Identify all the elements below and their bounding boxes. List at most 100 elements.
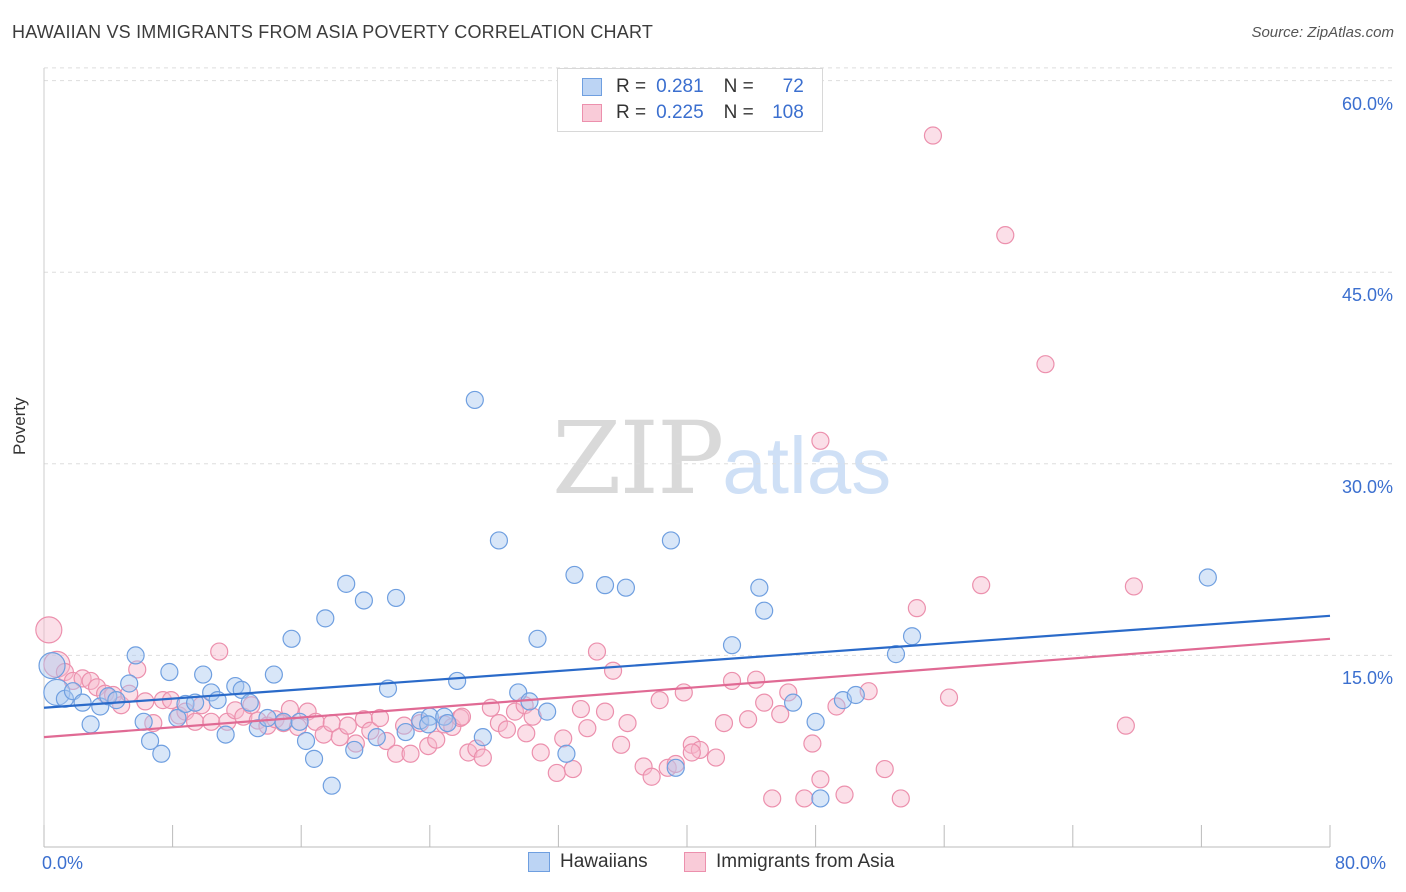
immigrants-point-102 <box>1036 355 1055 374</box>
immigrants-point-65 <box>571 699 591 719</box>
hawaiians-point-11 <box>134 712 153 731</box>
immigrants-point-62 <box>547 763 566 783</box>
immigrants-point-82 <box>722 671 742 691</box>
immigrants-point-41 <box>370 708 390 728</box>
immigrants-point-60 <box>523 707 542 726</box>
hawaiians-point-60 <box>750 578 769 597</box>
hawaiians-point-59 <box>722 636 742 655</box>
hawaiians-point-68 <box>902 627 922 646</box>
hawaiians-point-41 <box>396 722 415 742</box>
hawaiians-point-54 <box>565 565 584 585</box>
immigrants-point-20 <box>202 712 221 731</box>
hawaiians-point-14 <box>160 662 179 682</box>
hawaiians-point-46 <box>465 390 484 410</box>
y-tick-label-2: 45.0% <box>1341 285 1393 306</box>
legend-item-immigrants-from-asia[interactable]: Immigrants from Asia <box>684 851 894 873</box>
immigrants-point-85 <box>755 693 774 712</box>
hawaiians-point-37 <box>354 591 373 610</box>
hawaiians-point-21 <box>216 725 235 744</box>
gridlines <box>44 67 1392 656</box>
source-credit: Source: ZipAtlas.com <box>1251 24 1394 41</box>
stats-row-immigrants-from-asia: R = 0.225 N = 108 <box>582 101 804 125</box>
hawaiians-point-55 <box>595 576 615 595</box>
immigrants-point-71 <box>618 713 637 733</box>
r-label: R = <box>616 102 647 123</box>
legend-item-hawaiians[interactable]: Hawaiians <box>528 851 648 873</box>
immigrants-point-77 <box>674 683 693 702</box>
immigrants-point-45 <box>401 744 420 763</box>
immigrants-point-90 <box>803 734 822 753</box>
immigrants-point-98 <box>923 126 943 145</box>
n-label: N = <box>723 102 754 123</box>
immigrants-point-88 <box>779 683 798 702</box>
immigrants-point-13 <box>144 713 163 733</box>
hawaiians-point-47 <box>473 728 492 747</box>
immigrants-point-58 <box>505 702 525 721</box>
immigrants-point-67 <box>587 642 607 661</box>
immigrants-point-93 <box>835 785 854 804</box>
trend-lines <box>43 614 1331 739</box>
hawaiians-point-9 <box>120 674 139 693</box>
immigrants-point-106 <box>682 743 701 762</box>
hawaiians-point-4 <box>73 693 92 712</box>
immigrants-point-48 <box>427 730 446 749</box>
immigrants-point-101 <box>996 226 1015 245</box>
hawaiians-point-17 <box>186 693 205 712</box>
watermark: ZIPatlas <box>552 400 891 517</box>
watermark-atlas: atlas <box>722 421 892 510</box>
hawaiians-point-5 <box>81 715 100 734</box>
immigrants-point-89 <box>795 789 814 808</box>
immigrants-point-100 <box>972 576 991 595</box>
immigrants-point-37 <box>338 716 357 735</box>
hawaiians-point-70 <box>438 713 457 733</box>
hawaiians-point-58 <box>666 758 685 777</box>
immigrants-point-92 <box>811 431 830 450</box>
immigrants-point-39 <box>354 710 373 729</box>
immigrants-swatch <box>582 104 602 122</box>
hawaiians-point-56 <box>616 578 636 597</box>
hawaiians-point-29 <box>282 629 301 648</box>
hawaiians-point-63 <box>806 712 825 731</box>
hawaiians-point-64 <box>811 789 830 808</box>
immigrants-point-107 <box>517 724 536 743</box>
hawaiians-point-34 <box>322 776 341 795</box>
hawaiians-point-38 <box>367 728 386 747</box>
r-label: R = <box>616 76 647 97</box>
immigrants-point-66 <box>578 719 597 738</box>
immigrants-point-96 <box>891 789 910 808</box>
x-tick-label-max: 80.0% <box>1335 853 1387 873</box>
y-tick-label-0: 15.0% <box>1341 668 1393 689</box>
immigrants-point-86 <box>763 789 782 808</box>
immigrants-point-84 <box>747 670 766 689</box>
hawaiians-point-36 <box>345 740 364 760</box>
y-tick-label-3: 60.0% <box>1341 93 1393 114</box>
hawaiians-point-40 <box>386 588 406 608</box>
hawaiians-point-30 <box>290 712 309 731</box>
hawaiians-swatch <box>582 78 602 96</box>
immigrants-point-83 <box>738 710 758 729</box>
hawaiians-point-13 <box>152 744 171 763</box>
immigrants-point-103 <box>1116 716 1135 735</box>
hawaiians-point-24 <box>240 693 259 712</box>
immigrants-point-69 <box>603 661 623 680</box>
immigrants-point-68 <box>595 702 615 721</box>
immigrants-point-95 <box>875 759 894 779</box>
immigrants-point-104 <box>1124 577 1143 596</box>
hawaiians-point-53 <box>557 744 576 763</box>
immigrants-point-38 <box>346 734 365 753</box>
immigrants-point-91 <box>811 770 830 789</box>
hawaiians-point-69 <box>1198 568 1217 587</box>
hawaiians-point-35 <box>337 574 356 593</box>
stats-row-hawaiians: R = 0.281 N = 72 <box>582 75 804 99</box>
legend-label-immigrants-from-asia: Immigrants from Asia <box>716 851 895 872</box>
hawaiians-point-66 <box>846 685 865 705</box>
hawaiians-point-10 <box>126 646 145 665</box>
hawaiians-point-0 <box>38 652 66 680</box>
trend-line-hawaiians <box>43 614 1331 709</box>
immigrants-point-21 <box>210 642 229 661</box>
hawaiians-point-33 <box>316 609 335 628</box>
hawaiians-point-45 <box>448 671 467 691</box>
immigrants-point-18 <box>186 712 205 731</box>
hawaiians-point-57 <box>661 531 681 550</box>
n-label: N = <box>723 76 754 97</box>
